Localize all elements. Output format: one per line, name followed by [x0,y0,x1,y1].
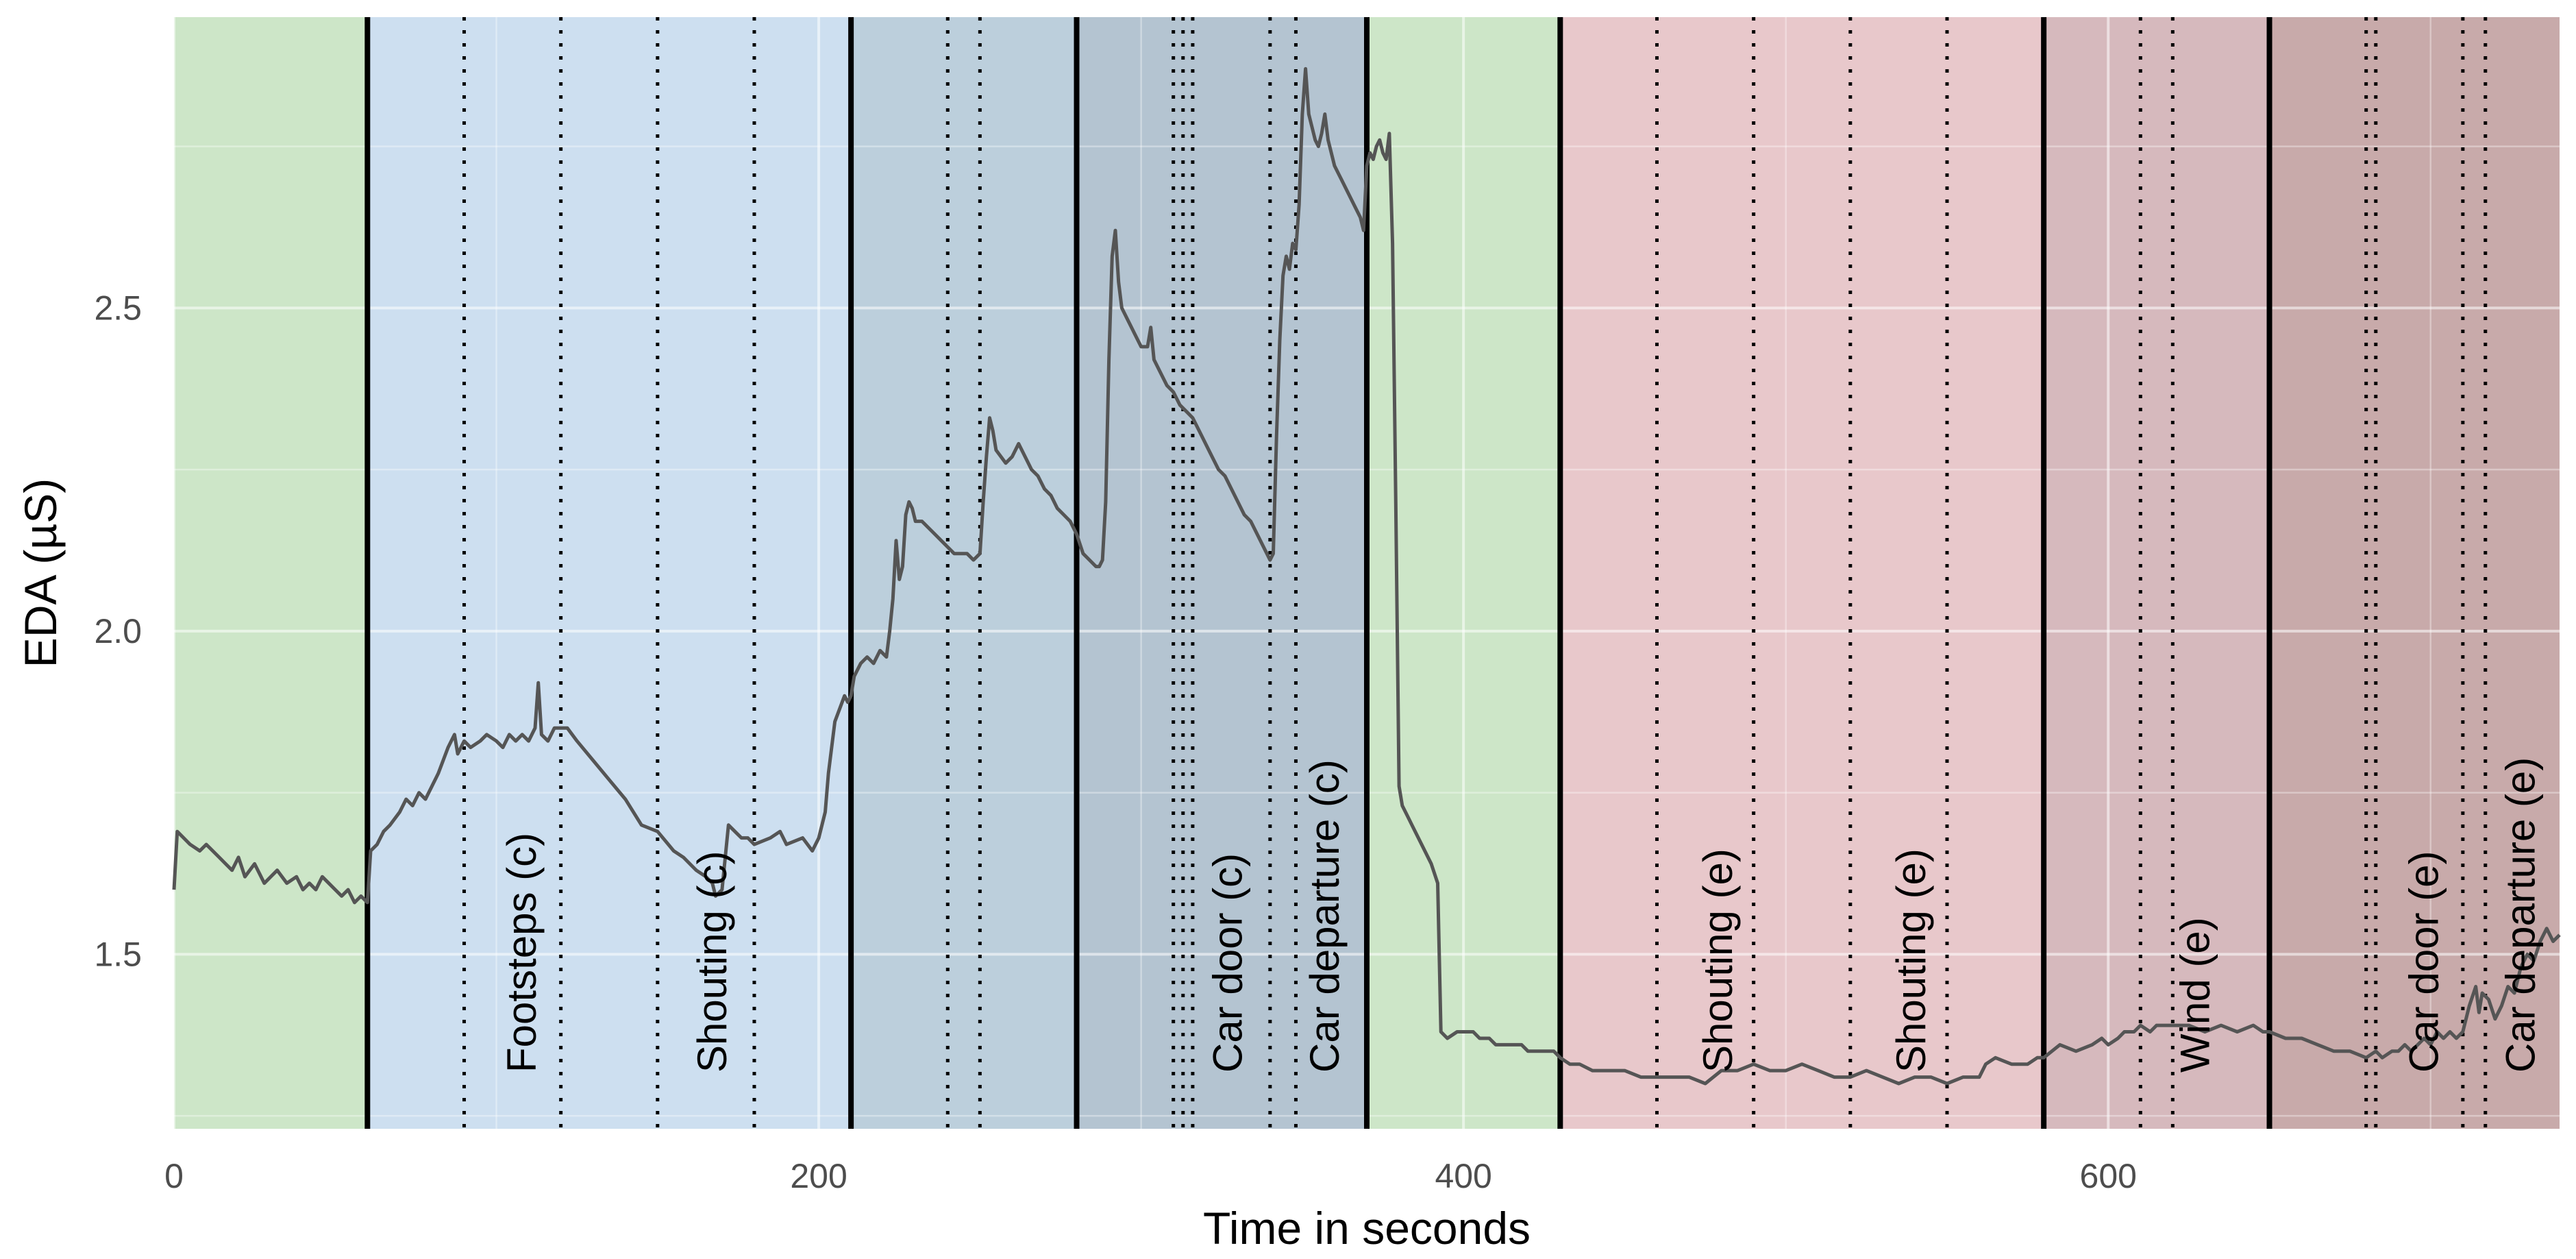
event-label: Shouting (e) [1695,848,1741,1073]
event-label: Wind (e) [2172,917,2218,1073]
phase-band [2269,17,2560,1129]
phase-band [174,17,368,1129]
phase-boundaries [364,17,2272,1129]
phase-band [851,17,1077,1129]
event-label: Footsteps (c) [499,833,545,1073]
x-axis-title: Time in seconds [1203,1203,1531,1254]
event-label: Shouting (c) [689,851,735,1073]
y-tick-label: 2.0 [94,612,142,650]
y-tick-label: 2.5 [94,289,142,327]
event-label: Car door (c) [1205,853,1251,1073]
event-label: Car departure (c) [1302,759,1348,1073]
phase-band [1560,17,2044,1129]
y-tick-label: 1.5 [94,935,142,973]
series [172,66,2561,1086]
event-markers [462,17,2488,1129]
x-tick-label: 200 [790,1157,847,1195]
event-labels: Footsteps (c) Shouting (c) Car door (c) Car… [499,757,2543,1073]
phase-band [1076,17,1367,1129]
x-tick-label: 0 [164,1157,184,1195]
y-tick-labels: 1.5 2.0 2.5 [94,289,142,973]
phase-band [367,17,852,1129]
event-label: Shouting (e) [1888,848,1934,1073]
x-tick-label: 600 [2080,1157,2137,1195]
phase-band [2044,17,2270,1129]
eda-line [172,66,2561,1086]
x-tick-labels: 0 200 400 600 [164,1157,2137,1195]
x-tick-label: 400 [1435,1157,1491,1195]
event-label: Car door (e) [2401,851,2447,1073]
y-axis-title: EDA (µS) [15,478,66,668]
event-label: Car departure (e) [2498,757,2544,1073]
